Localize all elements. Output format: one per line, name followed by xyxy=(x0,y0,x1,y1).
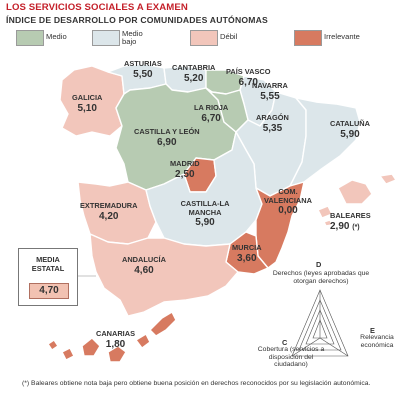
label-castilla-leon-value: 6,90 xyxy=(157,136,177,148)
region-canarias-island-4 xyxy=(107,345,127,363)
label-asturias: ASTURIAS 5,50 xyxy=(124,59,162,80)
region-canarias-island-3 xyxy=(81,337,101,357)
label-cataluna-name: CATALUÑA xyxy=(330,119,370,128)
label-cataluna: CATALUÑA 5,90 xyxy=(330,119,370,140)
region-cataluna-shape xyxy=(289,97,361,187)
region-baleares-ibiza-shape xyxy=(317,205,333,219)
region-baleares-formentera-shape xyxy=(323,219,333,227)
label-la-rioja: LA RIOJA 6,70 xyxy=(194,103,229,124)
label-andalucia-value: 4,60 xyxy=(134,264,154,276)
diagram-d-letter: D xyxy=(316,260,322,269)
label-madrid: MADRID 2,50 xyxy=(170,159,200,180)
label-galicia-name: GALICIA xyxy=(72,93,103,102)
label-pais-vasco-name: PAÍS VASCO xyxy=(226,67,271,76)
region-canarias-island-5 xyxy=(135,333,151,349)
label-murcia-value: 3,60 xyxy=(237,252,257,264)
label-extremadura-value: 4,20 xyxy=(99,210,119,222)
region-baleares-mallorca-shape xyxy=(337,179,373,205)
region-andalucia-shape xyxy=(89,233,239,317)
label-valenciana: COM. VALENCIANA 0,00 xyxy=(260,187,316,217)
legend-label-medio: Medio xyxy=(46,32,67,41)
infographic-subtitle: ÍNDICE DE DESARROLLO POR COMUNIDADES AUT… xyxy=(6,15,268,25)
infographic-title: LOS SERVICIOS SOCIALES A EXAMEN xyxy=(6,2,188,13)
diagram-e-text: Relevancia económica xyxy=(360,334,394,349)
diagram-e-letter: E xyxy=(370,326,375,335)
legend-label-irrelevante: Irrelevante xyxy=(324,32,360,41)
media-estatal-value: 4,70 xyxy=(29,283,69,299)
label-la-rioja-value: 6,70 xyxy=(201,112,221,124)
label-murcia-name: MURCIA xyxy=(232,243,262,252)
label-cantabria: CANTABRIA 5,20 xyxy=(172,63,216,84)
label-murcia: MURCIA 3,60 xyxy=(232,243,262,264)
label-baleares: BALEARES 2,90 (*) xyxy=(330,211,371,233)
region-canarias-island-2 xyxy=(61,347,75,361)
label-madrid-name: MADRID xyxy=(170,159,200,168)
label-canarias-name: CANARIAS xyxy=(96,329,136,338)
label-la-rioja-name: LA RIOJA xyxy=(194,103,229,112)
diagram-d-text: Derechos (leyes aprobadas que otorgan de… xyxy=(272,270,370,285)
label-aragon-name: ARAGÓN xyxy=(256,113,289,122)
label-cataluna-value: 5,90 xyxy=(340,128,360,140)
region-canarias-island-1 xyxy=(47,339,59,351)
label-extremadura-name: EXTREMADURA xyxy=(80,201,138,210)
region-canarias-island-6 xyxy=(149,311,177,337)
label-castilla-mancha-name: CASTILLA-LA MANCHA xyxy=(180,199,230,217)
region-baleares-menorca-shape xyxy=(379,173,397,185)
region-valenciana-shape xyxy=(255,181,305,269)
legend-swatch-medio-bajo xyxy=(92,30,120,46)
label-extremadura: EXTREMADURA 4,20 xyxy=(80,201,138,222)
legend-label-medio-bajo: Medio bajo xyxy=(122,29,143,46)
label-pais-vasco: PAÍS VASCO 6,70 xyxy=(226,67,271,88)
triangle-axis-e xyxy=(319,337,349,357)
label-aragon-value: 5,35 xyxy=(262,122,283,134)
label-madrid-value: 2,50 xyxy=(175,168,195,180)
media-estatal-box: MEDIA ESTATAL 4,70 xyxy=(18,248,78,306)
label-andalucia: ANDALUCÍA 4,60 xyxy=(122,255,166,276)
region-la-rioja-shape xyxy=(205,87,249,133)
region-extremadura-shape xyxy=(77,181,157,245)
legend-swatch-medio xyxy=(16,30,44,46)
label-castilla-mancha: CASTILLA-LA MANCHA 5,90 xyxy=(172,199,238,229)
label-canarias: CANARIAS 1,80 xyxy=(96,329,136,350)
label-navarra: NAVARRA 5,55 xyxy=(252,81,288,102)
label-aragon: ARAGÓN 5,35 xyxy=(256,113,289,134)
label-baleares-note: (*) xyxy=(352,223,360,231)
media-estatal-title: MEDIA ESTATAL xyxy=(31,255,65,273)
label-valenciana-value: 0,00 xyxy=(278,205,298,217)
label-andalucia-name: ANDALUCÍA xyxy=(122,255,166,264)
label-valenciana-name: COM. VALENCIANA xyxy=(264,187,312,205)
label-asturias-value: 5,50 xyxy=(133,68,153,80)
triangle-axis-c xyxy=(291,337,321,357)
label-navarra-name: NAVARRA xyxy=(252,81,288,90)
triangle-ring-2 xyxy=(298,299,342,351)
diagram-c-text: Cobertura (servicios a disposición del c… xyxy=(257,346,325,369)
legend-swatch-irrelevante xyxy=(294,30,322,46)
label-baleares-name: BALEARES xyxy=(330,211,371,220)
label-navarra-value: 5,55 xyxy=(260,90,280,102)
triangle-outer xyxy=(291,289,349,357)
label-baleares-value: 2,90 xyxy=(330,220,350,232)
label-cantabria-name: CANTABRIA xyxy=(172,63,216,72)
label-asturias-name: ASTURIAS xyxy=(124,59,162,68)
diagram-c-letter: C xyxy=(282,338,288,347)
label-pais-vasco-value: 6,70 xyxy=(238,76,258,88)
label-baleares-value-line: 2,90 (*) xyxy=(330,221,371,233)
label-cantabria-value: 5,20 xyxy=(183,72,204,84)
label-galicia: GALICIA 5,10 xyxy=(72,93,103,114)
label-canarias-value: 1,80 xyxy=(105,338,126,350)
label-castilla-mancha-value: 5,90 xyxy=(195,217,215,229)
legend-label-debil: Débil xyxy=(220,32,238,41)
legend-swatch-debil xyxy=(190,30,218,46)
label-castilla-leon: CASTILLA Y LEÓN 6,90 xyxy=(134,127,200,148)
label-castilla-leon-name: CASTILLA Y LEÓN xyxy=(134,127,200,136)
index-triangle-diagram xyxy=(291,289,349,357)
footnote: (*) Baleares obtiene nota baja pero obti… xyxy=(22,380,371,387)
triangle-ring-3 xyxy=(305,309,335,345)
label-galicia-value: 5,10 xyxy=(77,102,97,114)
